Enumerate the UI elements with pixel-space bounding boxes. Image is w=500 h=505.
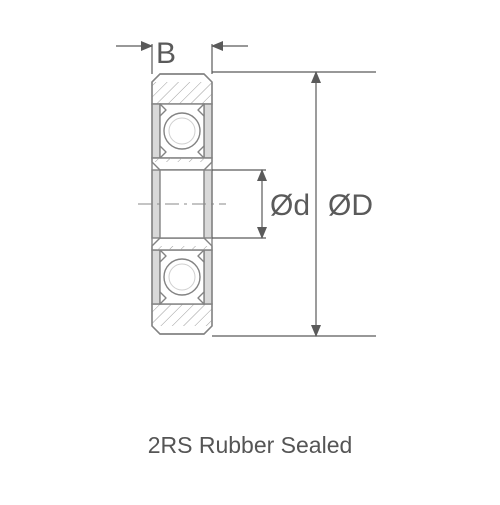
diagram-caption: 2RS Rubber Sealed bbox=[0, 432, 500, 459]
bearing-cross-section-svg: B Ød ØD bbox=[0, 0, 500, 500]
svg-text:ØD: ØD bbox=[328, 189, 373, 222]
svg-text:B: B bbox=[156, 37, 176, 70]
bearing-diagram-page: { "canvas": { "width": 500, "height": 50… bbox=[0, 0, 500, 500]
svg-text:Ød: Ød bbox=[270, 189, 310, 222]
diagram-svg-container: B Ød ØD bbox=[0, 0, 500, 505]
